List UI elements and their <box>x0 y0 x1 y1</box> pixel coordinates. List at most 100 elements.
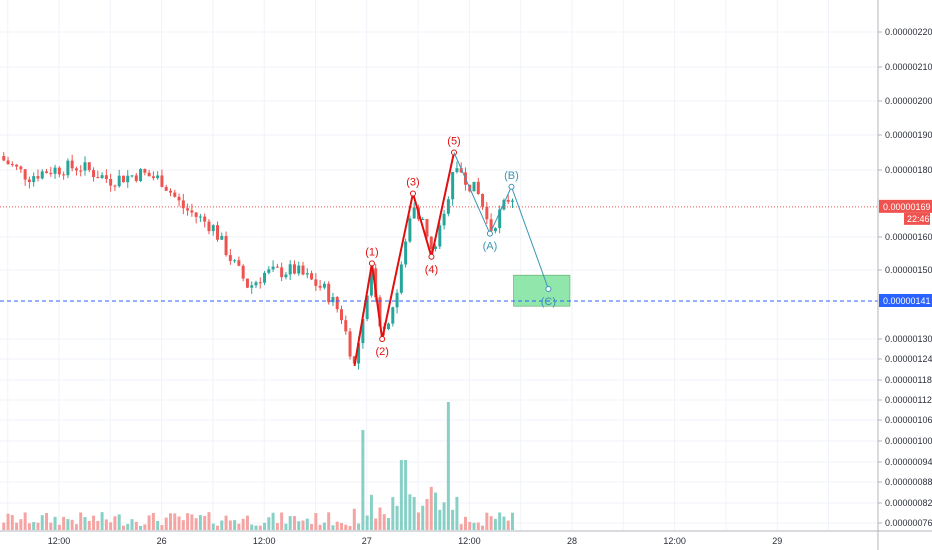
candle-body <box>442 213 446 226</box>
volume-bar <box>32 522 36 530</box>
price-tick-label: 0.00000100 <box>885 436 932 446</box>
volume-bar <box>506 520 510 530</box>
volume-bar <box>134 521 138 530</box>
volume-bar <box>391 497 395 530</box>
candle-body <box>502 199 506 210</box>
volume-bar <box>339 522 343 530</box>
candle-body <box>258 282 262 284</box>
candle-body <box>36 176 40 179</box>
candle-body <box>280 267 284 278</box>
price-axis[interactable]: 0.00000220 0.00000210 0.00000200 0.00000190… <box>877 0 932 550</box>
candle-body <box>224 235 228 256</box>
correction-wave-label: (B) <box>504 170 519 182</box>
countdown-label: 22:46 <box>907 214 930 224</box>
volume-bar <box>489 516 493 530</box>
volume-bar <box>493 518 497 530</box>
candle-body <box>241 265 245 279</box>
candle-body <box>451 171 455 200</box>
volume-bar <box>194 518 198 530</box>
candle-body <box>344 320 348 332</box>
candle-body <box>395 292 399 308</box>
volume-bar <box>254 525 258 530</box>
volume-bar <box>198 515 202 530</box>
volume-bar <box>66 519 70 530</box>
candle-body <box>310 273 314 280</box>
candle-body <box>57 167 61 175</box>
price-tick-label: 0.00000130 <box>885 334 932 344</box>
impulse-wave-point[interactable] <box>428 253 435 260</box>
candle-body <box>297 265 301 274</box>
impulse-wave-label: (3) <box>406 176 419 188</box>
candle-body <box>476 181 480 195</box>
volume-bar <box>121 525 125 530</box>
volume-bar <box>62 516 66 530</box>
volume-bar <box>485 512 489 530</box>
time-tick-label: 26 <box>157 536 167 546</box>
candle-body <box>481 194 485 207</box>
volume-bar <box>263 522 267 530</box>
volume-bar <box>173 513 177 530</box>
candle-body <box>369 268 373 296</box>
correction-wave-line[interactable] <box>453 152 549 290</box>
volume-bar <box>510 512 514 530</box>
volume-bar <box>459 524 463 530</box>
candle-body <box>207 221 211 232</box>
volume-bar <box>186 513 190 530</box>
volume-bar <box>216 525 220 530</box>
candle-body <box>327 283 331 303</box>
volume-bar <box>352 508 356 530</box>
candle-body <box>365 295 369 320</box>
price-tick-label: 0.00000220 <box>885 27 932 37</box>
time-axis[interactable]: 12:00 26 12:00 27 12:00 28 12:00 29 <box>0 530 932 546</box>
impulse-wave-point[interactable] <box>368 260 375 267</box>
candle-body <box>194 212 198 217</box>
candle-body <box>493 228 497 232</box>
volume-bar <box>15 522 19 530</box>
volume-bar <box>382 514 386 530</box>
volume-bar <box>53 516 57 530</box>
impulse-wave-line[interactable] <box>353 152 455 367</box>
volume-bar <box>160 525 164 530</box>
candle-body <box>331 297 335 303</box>
correction-wave-point[interactable] <box>545 285 552 292</box>
candle-body <box>455 168 459 172</box>
price-tick-label: 0.00000088 <box>885 477 932 487</box>
volume-bar <box>237 523 241 530</box>
volume-bar <box>2 522 6 530</box>
volume-bar <box>79 512 83 530</box>
volume-bar <box>348 525 352 530</box>
time-tick-label: 28 <box>567 536 577 546</box>
volume-bar <box>224 515 228 530</box>
candle-body <box>126 175 130 183</box>
candle-body <box>263 272 267 283</box>
impulse-wave-point[interactable] <box>409 190 416 197</box>
candle-body <box>412 207 416 219</box>
correction-wave-point[interactable] <box>508 183 515 190</box>
volume-bar <box>327 512 331 530</box>
volume-bar <box>387 518 391 530</box>
candle-body <box>378 297 382 327</box>
volume-bar <box>476 522 480 530</box>
candle-body <box>139 169 143 181</box>
volume-bars <box>2 402 514 530</box>
impulse-wave-point[interactable] <box>379 336 386 342</box>
volume-bar <box>190 514 194 530</box>
volume-bar <box>267 517 271 530</box>
candle-body <box>237 260 241 266</box>
candle-body <box>6 160 10 165</box>
candle-body <box>173 192 177 197</box>
candle-body <box>429 236 433 249</box>
volume-bar <box>151 512 155 530</box>
volume-bar <box>87 520 91 530</box>
candle-body <box>211 225 215 232</box>
impulse-wave-label: (4) <box>425 264 438 276</box>
candle-body <box>339 309 343 321</box>
current-price-label: 0.00000169 <box>883 202 931 212</box>
candle-body <box>117 175 121 187</box>
volume-bar <box>139 525 143 530</box>
candle-body <box>254 282 258 286</box>
volume-bar <box>502 516 506 530</box>
correction-wave-point[interactable] <box>486 230 493 237</box>
volume-bar <box>49 522 53 530</box>
